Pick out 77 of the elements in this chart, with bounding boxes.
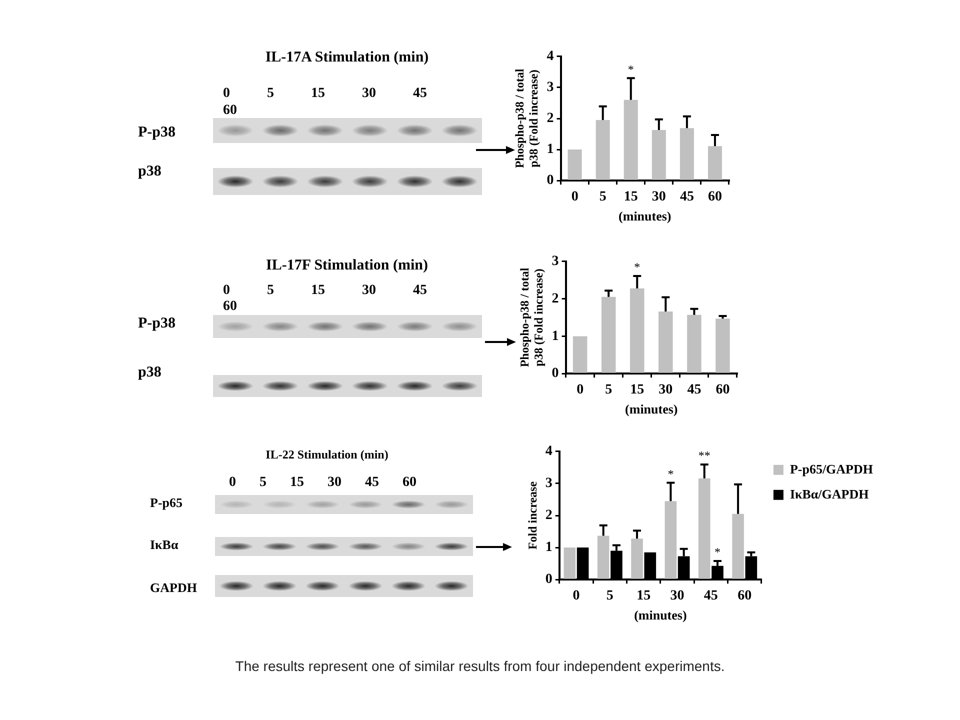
text: P-p65 — [150, 495, 182, 511]
legend-label: IκBα/GAPDH — [790, 486, 869, 502]
y-tick-label: 0 — [545, 572, 552, 588]
bar — [732, 514, 744, 579]
x-tick-label: 15 — [636, 588, 651, 604]
y-tick-label: 2 — [546, 111, 554, 126]
bar — [698, 478, 710, 579]
x-tick-label: 30 — [652, 190, 666, 205]
bar — [564, 548, 576, 579]
bar — [658, 312, 673, 373]
x-tick-label: 0 — [576, 382, 584, 398]
y-tick-label: 3 — [545, 476, 552, 492]
bar — [572, 336, 588, 373]
bar — [601, 296, 616, 373]
x-tick-label: 30 — [670, 588, 684, 604]
legend-label: P-p65/GAPDH — [790, 461, 874, 476]
x-tick-label: 5 — [606, 588, 614, 604]
text: IL-17F Stimulation (min) — [266, 258, 428, 274]
text: P-p38 — [138, 124, 176, 142]
annotation: * — [634, 260, 640, 274]
x-tick-label: 5 — [599, 190, 606, 205]
x-axis-title: (minutes) — [625, 402, 678, 417]
x-axis-title: (minutes) — [618, 208, 672, 224]
x-tick-label: 5 — [605, 382, 612, 398]
y-tick-label: 1 — [545, 540, 552, 556]
x-tick-label: 0 — [572, 588, 580, 604]
annotation: * — [714, 545, 720, 560]
text: IL-17A Stimulation (min) — [265, 50, 429, 66]
annotation: * — [668, 466, 674, 481]
text: 0 5 15 30 45 60 — [229, 474, 416, 491]
bar — [631, 538, 643, 579]
text: 0 5 15 30 45 60 — [223, 85, 428, 119]
y-axis-title: Fold increase — [525, 480, 540, 550]
y-tick-label: 4 — [545, 444, 552, 460]
y-tick-label: 4 — [546, 49, 554, 64]
y-tick-label: 3 — [546, 80, 554, 96]
x-tick-label: 45 — [704, 588, 718, 604]
text: The results represent one of similar results from four independent experiments. — [235, 658, 725, 674]
x-tick-label: 45 — [680, 190, 694, 205]
text: IκBα — [150, 537, 178, 553]
y-tick-label: 2 — [545, 508, 552, 524]
y-tick-label: 0 — [552, 366, 559, 382]
x-tick-label: 45 — [687, 382, 702, 398]
y-axis-title: Phospho-p38 / total p38 (Fold increase) — [512, 68, 541, 168]
x-tick-label: 60 — [716, 382, 730, 398]
bar — [680, 128, 694, 180]
y-tick-label: 2 — [552, 291, 559, 306]
bar — [596, 120, 610, 180]
x-tick-label: 60 — [738, 588, 752, 604]
text: p38 — [138, 164, 162, 180]
annotation: ** — [698, 448, 710, 463]
y-tick-label: 0 — [546, 173, 554, 188]
x-tick-label: 60 — [708, 190, 722, 205]
x-tick-label: 0 — [571, 190, 578, 205]
text: 0 5 15 30 45 60 — [223, 283, 428, 315]
bar — [652, 130, 666, 180]
text: IL-22 Stimulation (min) — [266, 448, 388, 462]
text: p38 — [138, 364, 162, 382]
text: GAPDH — [150, 580, 197, 596]
y-tick-label: 1 — [552, 328, 559, 344]
bar — [716, 318, 730, 373]
x-tick-label: 15 — [630, 382, 644, 398]
y-tick-label: 1 — [546, 142, 554, 158]
bar — [597, 536, 610, 579]
x-axis-title: (minutes) — [634, 608, 687, 623]
bar — [664, 501, 677, 579]
bar — [687, 314, 702, 373]
bar — [630, 288, 644, 373]
annotation: * — [628, 62, 634, 76]
y-axis-title: Phospho-p38 / total p38 (Fold increase) — [517, 267, 546, 368]
bar — [624, 100, 638, 180]
x-tick-label: 15 — [624, 190, 638, 205]
y-tick-label: 3 — [552, 254, 559, 270]
bar — [708, 146, 722, 180]
x-tick-label: 30 — [658, 382, 673, 398]
text: P-p38 — [138, 316, 176, 332]
bar — [568, 150, 582, 180]
